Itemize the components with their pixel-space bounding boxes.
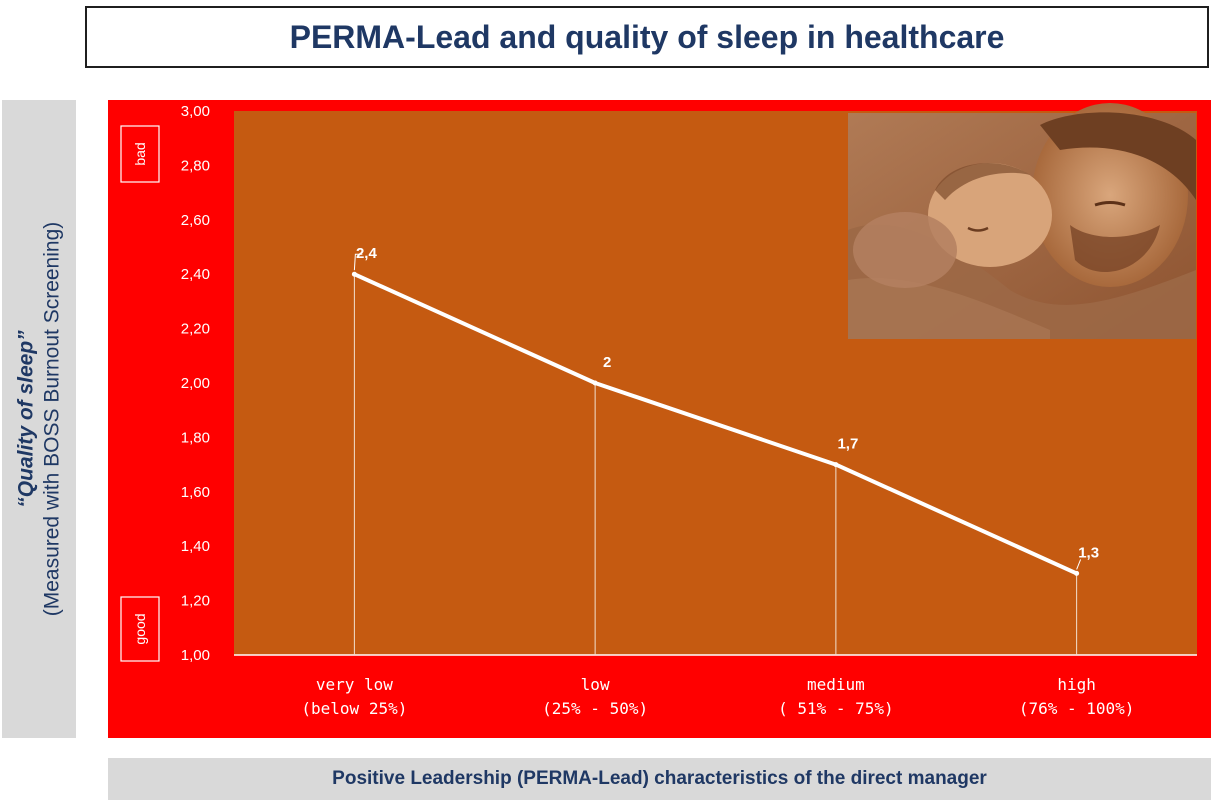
data-point xyxy=(351,271,357,277)
data-point xyxy=(592,380,598,386)
data-point xyxy=(833,462,839,468)
photo-baby-hair xyxy=(935,163,1030,200)
x-category-label: low xyxy=(581,675,610,694)
x-category-label: very low xyxy=(316,675,393,694)
data-label: 1,7 xyxy=(837,436,858,453)
y-tick-label: 2,40 xyxy=(181,266,210,283)
chart-title: PERMA-Lead and quality of sleep in healt… xyxy=(85,6,1209,68)
y-tick-label: 2,00 xyxy=(181,375,210,392)
x-category-label: ( 51% - 75%) xyxy=(778,699,894,718)
x-category-label: medium xyxy=(807,675,865,694)
photo-baby-wrap xyxy=(853,212,957,288)
y-tick-label: 2,80 xyxy=(181,157,210,174)
data-point xyxy=(1074,570,1080,576)
marker-bad-box xyxy=(120,125,160,183)
data-label-leader xyxy=(1076,559,1082,570)
photo-baby-eye xyxy=(967,226,989,232)
series-line xyxy=(353,272,1078,576)
photo-father-beard xyxy=(1070,225,1160,273)
data-label: 2,4 xyxy=(356,245,378,262)
marker-good-label: good xyxy=(132,613,148,644)
y-axis: 1,00 1,20 1,40 1,60 1,80 2,00 2,20 2,40 2,60 2,80… xyxy=(181,103,1197,664)
y-axis-label-box: “Quality of sleep” (Measured with BOSS B… xyxy=(2,100,76,738)
marker-bad: bad xyxy=(120,125,160,183)
series-quality-of-sleep: 2,4 2 1,7 1,3 xyxy=(351,245,1099,655)
y-tick-label: 1,80 xyxy=(181,429,210,446)
data-label: 1,3 xyxy=(1078,544,1099,561)
y-tick-label: 1,60 xyxy=(181,484,210,501)
x-category-label: (25% - 50%) xyxy=(542,699,648,718)
y-tick-label: 2,20 xyxy=(181,321,210,338)
data-label-leader xyxy=(353,253,363,271)
y-tick-label: 3,00 xyxy=(181,103,210,120)
x-category-label: (below 25%) xyxy=(301,699,407,718)
photo-blanket-fold xyxy=(848,278,1050,339)
x-category-label: high xyxy=(1057,675,1096,694)
x-axis-categories: very low (below 25%) low (25% - 50%) medium (… xyxy=(301,675,1134,718)
y-tick-label: 2,60 xyxy=(181,212,210,229)
y-tick-label: 1,00 xyxy=(181,647,210,664)
marker-good: good xyxy=(120,596,160,662)
photo-father-eye xyxy=(1094,201,1126,207)
y-tick-label: 1,20 xyxy=(181,593,210,610)
photo-baby-head xyxy=(928,163,1052,267)
data-label: 2 xyxy=(603,354,611,371)
marker-bad-label: bad xyxy=(132,142,148,165)
x-axis-label: Positive Leadership (PERMA-Lead) charact… xyxy=(108,758,1211,800)
x-category-label: (76% - 100%) xyxy=(1019,699,1135,718)
marker-good-box xyxy=(120,596,160,662)
photo-father-hair xyxy=(1040,112,1196,200)
y-tick-label: 1,40 xyxy=(181,538,210,555)
photo-father-baby xyxy=(848,103,1196,339)
